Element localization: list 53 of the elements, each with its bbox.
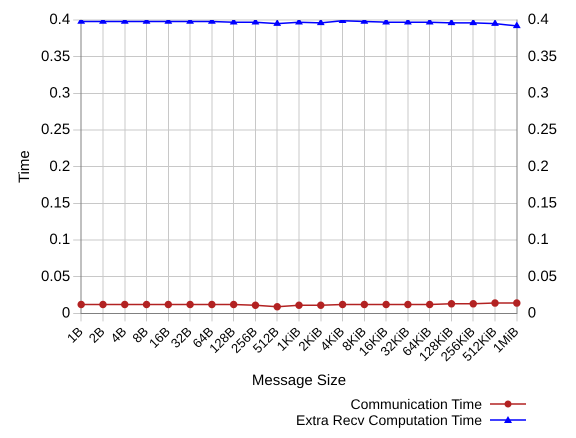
y-axis-title: Time: [16, 150, 34, 184]
point: [317, 20, 324, 26]
point: [121, 300, 129, 308]
point: [273, 302, 281, 310]
y2-tick-label: 0.35: [528, 48, 558, 65]
point: [513, 299, 521, 307]
point: [208, 300, 216, 308]
point: [492, 20, 498, 26]
point: [338, 300, 346, 308]
point: [448, 20, 455, 26]
point: [469, 300, 477, 308]
y2-tick-label: 0: [528, 304, 536, 322]
point: [382, 300, 390, 308]
y-tick-label: 0: [62, 304, 70, 322]
x-tick-label: 8B: [129, 324, 152, 346]
point: [142, 300, 150, 308]
point: [274, 20, 281, 26]
x-tick-label: 4B: [108, 324, 130, 346]
point: [317, 302, 325, 310]
y-tick-label: 0.2: [49, 158, 70, 175]
point: [99, 300, 107, 308]
point: [404, 300, 412, 308]
y2-tick-label: 0.15: [528, 194, 558, 212]
legend-label: Extra Recv Computation Time: [296, 412, 482, 428]
point: [360, 300, 368, 308]
y-tick-label: 0.25: [40, 121, 70, 138]
point: [295, 302, 303, 310]
y-tick-label: 0.4: [49, 11, 70, 28]
y2-tick-label: 0.4: [528, 11, 549, 28]
y2-tick-label: 0.2: [528, 158, 549, 175]
y-tick-label: 0.1: [49, 231, 70, 248]
y-tick-label: 0.05: [40, 268, 70, 285]
point: [230, 300, 238, 308]
y-tick-label: 0.35: [40, 48, 70, 65]
point: [252, 302, 260, 310]
x-tick-label: 2B: [86, 324, 108, 346]
y2-tick-label: 0.05: [528, 268, 558, 285]
point: [491, 299, 499, 307]
point: [513, 22, 520, 28]
y2-tick-label: 0.3: [528, 84, 549, 102]
y-tick-label: 0.15: [40, 194, 70, 212]
y2-tick-label: 0.1: [528, 231, 549, 248]
point: [186, 300, 194, 308]
point: [164, 300, 172, 308]
legend-label: Communication Time: [350, 396, 482, 412]
point: [77, 300, 85, 308]
point: [426, 300, 434, 308]
point: [448, 300, 456, 308]
x-tick-label: 1B: [64, 324, 86, 346]
x-axis-title: Message Size: [252, 372, 346, 390]
y-tick-label: 0.3: [49, 84, 70, 102]
y2-tick-label: 0.25: [528, 121, 558, 138]
point: [470, 20, 477, 26]
